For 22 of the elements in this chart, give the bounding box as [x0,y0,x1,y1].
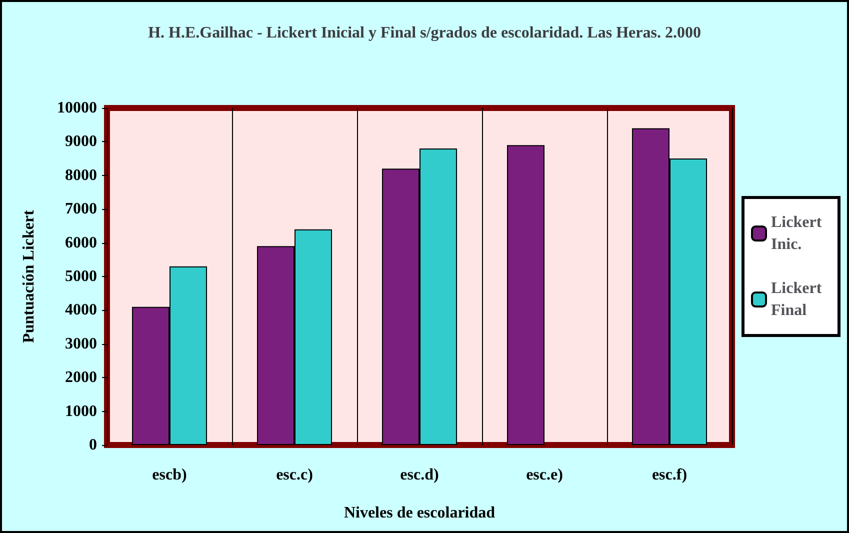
legend-label: Lickert Final [771,280,826,319]
y-tick-label: 7000 [65,200,97,218]
y-tick-label: 0 [89,436,97,454]
x-tick-label: esc.c) [276,466,313,484]
y-axis-title: Puntuación Lickert [20,209,38,343]
x-tick-label: esc.f) [652,466,688,484]
legend-label: Lickert Inic. [771,214,826,253]
chart-title: H. H.E.Gailhac - Lickert Inicial y Final s/grados de escolaridad. Las Heras. 2.000 [148,24,701,42]
x-tick-label: esc.e) [526,466,563,484]
y-tick-label: 2000 [65,369,97,386]
y-tick-label: 6000 [65,234,97,252]
x-tick-label: escb) [152,466,187,484]
bar [507,145,544,445]
x-tick-label: esc.d) [400,466,439,484]
y-tick-label: 1000 [65,402,97,420]
y-tick-label: 8000 [65,166,97,184]
y-tick-label: 5000 [65,268,97,285]
x-axis-title: Niveles de escolaridad [344,504,496,522]
y-tick-label: 9000 [65,133,97,150]
y-tick-label: 10000 [57,100,97,116]
y-tick-label: 4000 [65,302,97,319]
y-tick-label: 3000 [65,335,97,352]
